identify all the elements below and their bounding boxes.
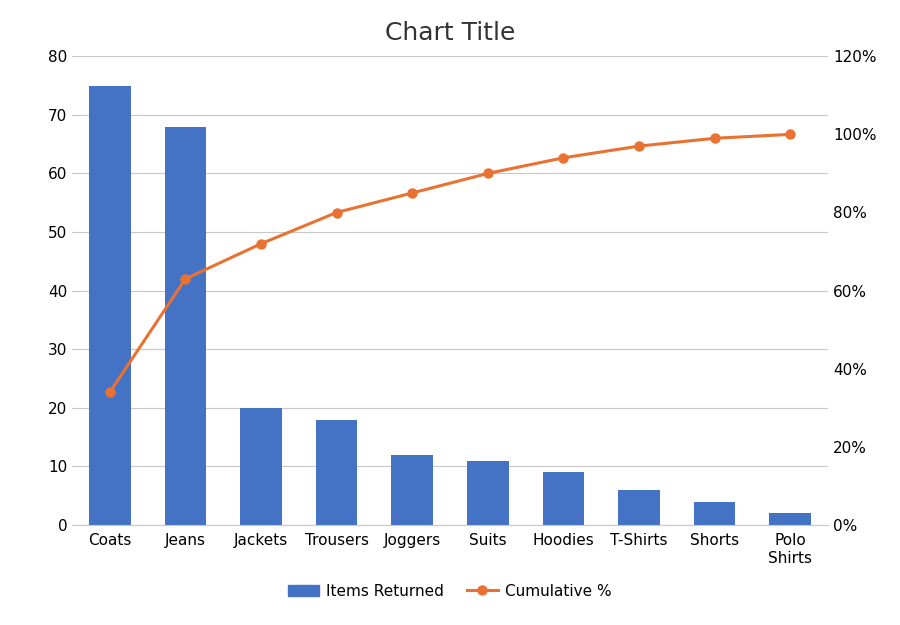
Bar <box>240 408 282 525</box>
Bar <box>392 455 433 525</box>
Bar <box>316 419 357 525</box>
Bar <box>618 490 660 525</box>
Bar <box>694 501 735 525</box>
Title: Chart Title: Chart Title <box>385 21 515 44</box>
Bar <box>770 513 811 525</box>
Bar <box>467 461 508 525</box>
Bar <box>165 126 206 525</box>
Bar <box>89 86 130 525</box>
Legend: Items Returned, Cumulative %: Items Returned, Cumulative % <box>282 578 618 605</box>
Bar <box>543 472 584 525</box>
